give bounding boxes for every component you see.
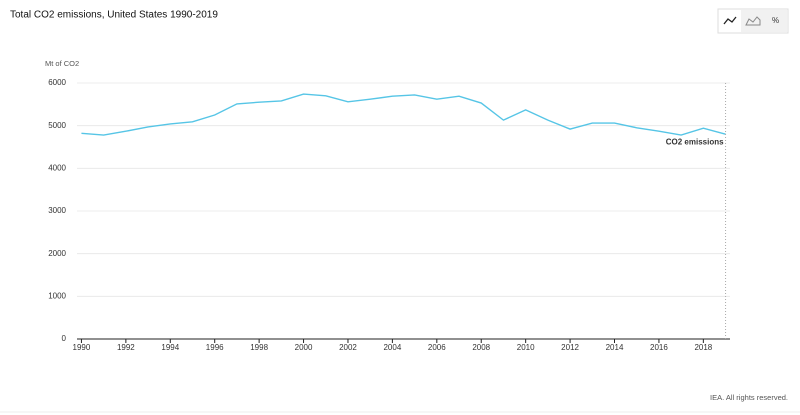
- percent-button[interactable]: [764, 10, 787, 32]
- y-tick-label: 4000: [48, 163, 66, 172]
- data-line: [81, 93, 726, 136]
- x-tick-label: 2004: [383, 343, 401, 352]
- area-icon: [745, 16, 761, 26]
- x-tick-label: 1994: [161, 343, 179, 352]
- y-tick-label: 6000: [48, 78, 66, 87]
- x-tick-label: 2010: [517, 343, 535, 352]
- x-tick-label: 2018: [694, 343, 712, 352]
- y-tick-label: 5000: [48, 121, 66, 130]
- x-tick-label: 2014: [606, 343, 624, 352]
- x-tick-label: 1996: [206, 343, 224, 352]
- x-tick-label: 2008: [472, 343, 490, 352]
- x-tick-label: 2002: [339, 343, 357, 352]
- x-tick-label: 2016: [650, 343, 668, 352]
- area-button[interactable]: [741, 10, 764, 32]
- series-label: CO2 emissions: [666, 137, 724, 146]
- x-tick-label: 2006: [428, 343, 446, 352]
- y-tick-label: 2000: [48, 249, 66, 258]
- x-tick-label: 2000: [295, 343, 313, 352]
- x-tick-label: 1992: [117, 343, 135, 352]
- toolbar: %: [717, 8, 789, 34]
- y-tick-label: 1000: [48, 291, 66, 300]
- x-tick-label: 1998: [250, 343, 268, 352]
- percent-label: %: [772, 16, 779, 25]
- y-axis-label: Mt of CO2: [45, 59, 79, 68]
- x-tick-label: 2012: [561, 343, 579, 352]
- y-tick-label: 0: [62, 334, 67, 343]
- chart-title: Total CO2 emissions, United States 1990-…: [10, 10, 218, 21]
- source-note: IEA. All rights reserved.: [710, 393, 788, 402]
- y-tick-label: 3000: [48, 206, 66, 215]
- x-tick-label: 1990: [73, 343, 91, 352]
- line-icon: [723, 16, 737, 25]
